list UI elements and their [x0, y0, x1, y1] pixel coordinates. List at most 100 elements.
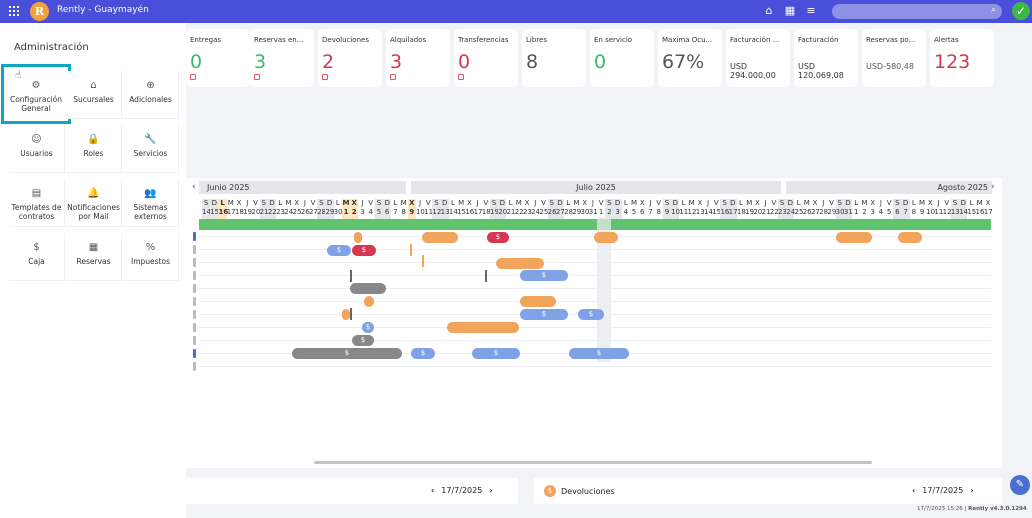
calendar-day[interactable]: V 18 [482, 199, 491, 219]
calendar-day[interactable]: L 30 [334, 199, 343, 219]
reservation-marker[interactable] [485, 270, 487, 282]
admin-tile[interactable]: 🔔 Notificaciones por Mail [66, 179, 122, 227]
calendar-day[interactable]: D 29 [325, 199, 334, 219]
vehicle-row-marker[interactable] [193, 362, 196, 371]
calendar-day[interactable]: V 12 [943, 199, 952, 219]
calendar-day[interactable]: J 31 [589, 199, 598, 219]
calendar-day[interactable]: D 22 [267, 199, 277, 219]
stat-card[interactable]: Alertas 123 [930, 29, 994, 87]
admin-tile[interactable]: $ Caja [9, 233, 65, 281]
reservation-bar[interactable] [422, 232, 458, 243]
external-link-icon[interactable] [322, 74, 328, 80]
calendar-day[interactable]: X 23 [523, 199, 532, 219]
calendar-day[interactable]: S 21 [259, 199, 269, 219]
calendar-day[interactable]: S 30 [835, 199, 845, 219]
calendar-day[interactable]: X 10 [926, 199, 935, 219]
admin-tile[interactable]: ⌂ Sucursales [66, 71, 122, 119]
calendar-day[interactable]: M 16 [976, 199, 985, 219]
calendar-day[interactable]: X 17 [984, 199, 993, 219]
stat-card[interactable]: Facturación USD 120.069,08 [794, 29, 858, 87]
calendar-day[interactable]: L 18 [737, 199, 746, 219]
calendar-day[interactable]: V 27 [309, 199, 318, 219]
calendar-day[interactable]: D 24 [786, 199, 795, 219]
apps-grid-icon[interactable] [9, 6, 19, 16]
calendar-day[interactable]: J 28 [819, 199, 828, 219]
admin-tile[interactable]: ⊕ Adicionales [123, 71, 179, 119]
calendar-day[interactable]: J 26 [301, 199, 310, 219]
reservation-bar[interactable]: $ [352, 335, 374, 346]
vehicle-row-marker[interactable] [193, 297, 196, 306]
calendar-day[interactable]: D 13 [440, 199, 450, 219]
calendar-day[interactable]: S 23 [778, 199, 787, 219]
vehicle-row-marker[interactable] [193, 310, 196, 319]
next-date-button[interactable]: › [970, 486, 974, 495]
reservation-bar[interactable] [447, 322, 519, 333]
reservation-bar[interactable]: $ [520, 270, 568, 281]
calendar-day[interactable]: L 15 [967, 199, 976, 219]
admin-tile[interactable]: ⚙ Configuración General [1, 64, 71, 124]
reservation-marker[interactable] [350, 270, 352, 282]
calendar-day[interactable]: S 12 [432, 199, 441, 219]
calendar-day[interactable]: M 12 [688, 199, 697, 219]
external-link-icon[interactable] [254, 74, 260, 80]
next-date-button[interactable]: › [489, 486, 493, 495]
reservation-bar[interactable] [520, 296, 556, 307]
stat-card[interactable]: Libres 8 [522, 29, 586, 87]
admin-tile[interactable]: ▦ Reservas [66, 233, 122, 281]
reservation-bar[interactable] [836, 232, 872, 243]
calendar-day[interactable]: S 13 [950, 199, 960, 219]
calendar-day[interactable]: J 17 [474, 199, 483, 219]
stat-card[interactable]: Devoluciones 2 [318, 29, 382, 87]
calendar-day[interactable]: M 24 [284, 199, 293, 219]
calendar-day[interactable]: D 14 [959, 199, 968, 219]
calendar-day[interactable]: X 25 [293, 199, 302, 219]
stat-card[interactable]: En servicio 0 [590, 29, 654, 87]
calendar-day[interactable]: V 11 [424, 199, 433, 219]
calendar-day[interactable]: D 17 [728, 199, 738, 219]
calendar-day[interactable]: M 17 [227, 199, 236, 219]
calendar-day[interactable]: S 16 [720, 199, 729, 219]
calendar-day[interactable]: L 21 [506, 199, 515, 219]
calendar-day[interactable]: X 30 [581, 199, 590, 219]
stat-card[interactable]: Transferencias 0 [454, 29, 518, 87]
calendar-day[interactable]: L 11 [679, 199, 688, 219]
calendar-day[interactable]: D 31 [843, 199, 853, 219]
calendar-day[interactable]: V 20 [251, 199, 260, 219]
reservation-bar[interactable]: $ [487, 232, 509, 243]
reservation-bar[interactable]: $ [411, 348, 435, 359]
vehicle-row-marker[interactable] [193, 271, 196, 280]
vehicle-row-marker[interactable] [193, 245, 196, 254]
vehicle-row-marker[interactable] [193, 232, 196, 241]
calendar-day[interactable]: D 15 [210, 199, 219, 219]
calendar-day[interactable]: D 20 [498, 199, 507, 219]
reservation-marker[interactable] [422, 255, 424, 267]
external-link-icon[interactable] [390, 74, 396, 80]
calendar-day[interactable]: L 14 [449, 199, 458, 219]
calendar-day[interactable]: X 27 [811, 199, 820, 219]
menu-icon[interactable]: ≡ [806, 4, 816, 17]
reservation-bar[interactable] [594, 232, 618, 243]
calendar-day[interactable]: V 15 [712, 199, 721, 219]
calendar-prev-arrow[interactable]: ‹ [192, 182, 196, 192]
search-icon[interactable]: ⌕ [990, 5, 996, 15]
calendar-day[interactable]: J 24 [531, 199, 540, 219]
calendar-day[interactable]: V 29 [827, 199, 836, 219]
calendar-day[interactable]: L 16 [218, 199, 228, 219]
reservation-bar[interactable]: $ [578, 309, 604, 320]
